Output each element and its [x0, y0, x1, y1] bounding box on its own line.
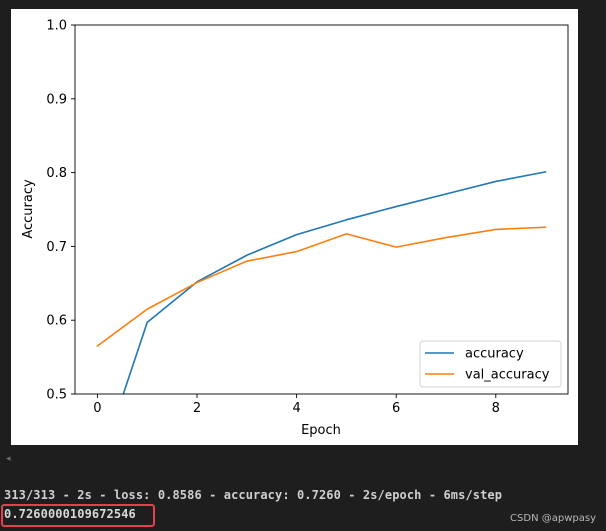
legend-box	[419, 340, 562, 388]
x-tick-label: 8	[492, 401, 500, 416]
legend-label-val-accuracy: val_accuracy	[465, 368, 550, 383]
accuracy-line-chart: 0 2 4 6 8 0.5 0.6 0.7 0.8 0.9 1.0 Epoch Accuracy a…	[21, 19, 569, 438]
plot-output: 0 2 4 6 8 0.5 0.6 0.7 0.8 0.9 1.0 Epoch Accuracy a…	[11, 9, 578, 445]
x-tick-label: 4	[292, 401, 300, 416]
y-tick-label: 0.9	[46, 92, 67, 107]
test-accuracy-result: 0.7260000109672546	[4, 507, 136, 521]
y-tick-label: 0.6	[46, 314, 67, 329]
plot-axes-frame	[74, 24, 569, 395]
x-tick-label: 0	[93, 401, 101, 416]
chart-legend: accuracy val_accuracy	[419, 340, 562, 388]
y-tick-label: 0.8	[46, 166, 67, 181]
output-scroll-left-icon[interactable]: ◂	[6, 454, 11, 464]
x-tick-label: 2	[193, 401, 201, 416]
series-line-val-accuracy	[96, 226, 547, 347]
y-tick-label: 0.7	[46, 240, 67, 255]
y-tick-label: 0.5	[46, 388, 67, 403]
csdn-watermark: CSDN @apwpasy	[510, 513, 596, 524]
x-axis-label: Epoch	[301, 423, 341, 438]
training-log-line: 313/313 - 2s - loss: 0.8586 - accuracy: …	[4, 488, 503, 502]
highlighted-result-box	[1, 504, 155, 527]
series-line-accuracy	[122, 171, 547, 394]
x-tick-label: 6	[392, 401, 400, 416]
y-axis-label: Accuracy	[21, 179, 36, 239]
legend-label-accuracy: accuracy	[465, 347, 524, 362]
y-tick-label: 1.0	[46, 19, 67, 34]
